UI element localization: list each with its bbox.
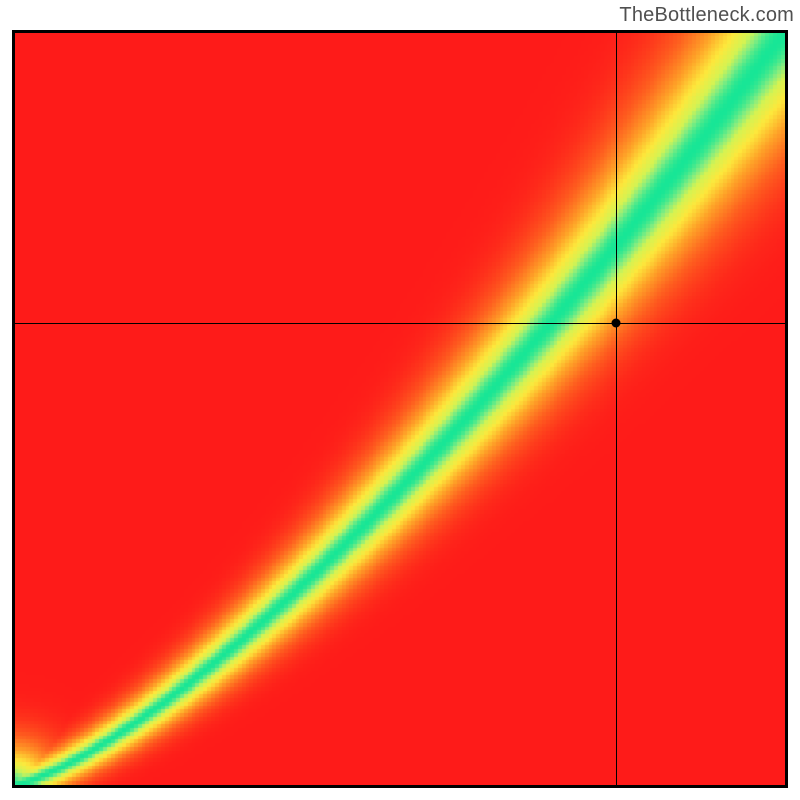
chart-frame: TheBottleneck.com — [0, 0, 800, 800]
crosshair-vertical — [616, 33, 617, 785]
watermark-label: TheBottleneck.com — [613, 0, 800, 31]
crosshair-marker — [611, 318, 620, 327]
heatmap-canvas — [15, 33, 785, 785]
crosshair-horizontal — [15, 323, 785, 324]
heatmap-plot — [12, 30, 788, 788]
